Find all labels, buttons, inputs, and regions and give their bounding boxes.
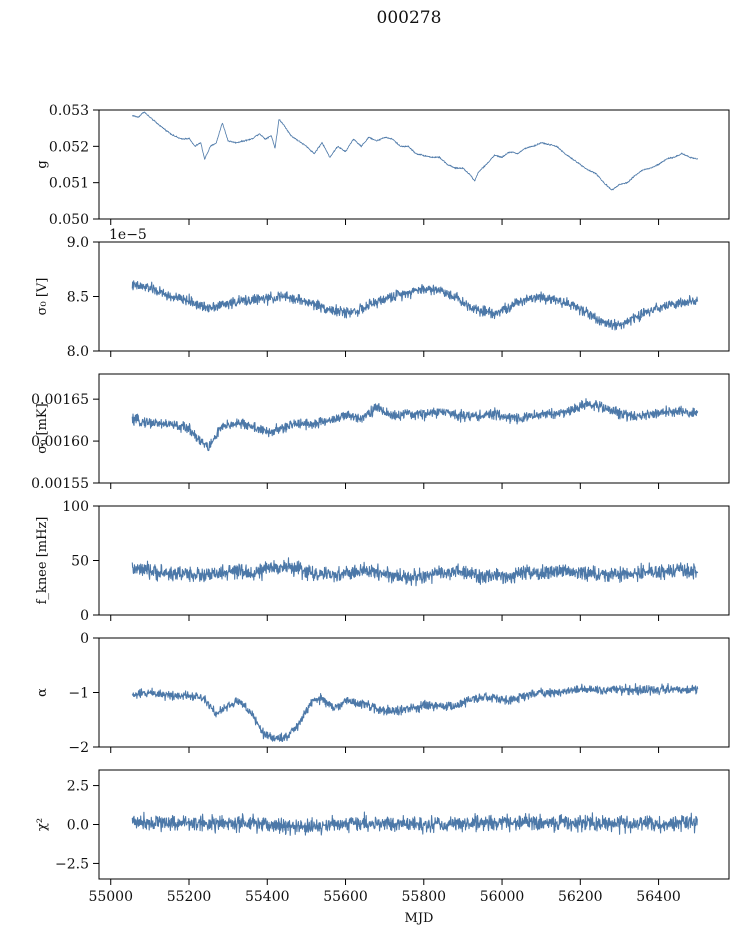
plot-frame (98, 241, 730, 352)
y-tick-label: −2.5 (55, 856, 89, 872)
plot-frame (98, 373, 730, 484)
panel-2: 8.0 8.5 9.0 σ₀ [V] 1e−5 (35, 227, 730, 360)
y-axis-label: σ₀ [mK] (35, 403, 50, 453)
panel-5: −2 −1 0 α (35, 631, 730, 756)
series-line-1 (132, 111, 699, 191)
figure-title: 000278 (377, 8, 442, 28)
series-line-6 (131, 811, 698, 836)
y-tick-label: 0.00155 (31, 476, 89, 492)
y-tick-label: 0 (80, 608, 89, 624)
y-axis-label: σ₀ [V] (35, 278, 50, 316)
panel-6: −2.5 0.0 2.5 55000 55200 55400 55600 55800 56000… (35, 769, 730, 905)
panel-4: 0 50 100 f_knee [mHz] (35, 499, 730, 624)
y-axis-label: α (35, 688, 50, 697)
y-axis-label: f_knee [mHz] (35, 517, 50, 605)
y-tick-label: 8.5 (67, 290, 89, 306)
series-line-4 (131, 557, 699, 587)
series-line-5 (131, 683, 699, 742)
x-tick-label: 55000 (88, 889, 133, 905)
x-tick-label: 56200 (558, 889, 603, 905)
y-axis-label: g (35, 160, 50, 168)
x-tick-label: 56400 (636, 889, 681, 905)
x-tick-label: 55800 (402, 889, 447, 905)
y-tick-label: 50 (71, 554, 89, 570)
y-tick-label: 0.053 (49, 103, 89, 119)
series-line-2 (131, 280, 699, 331)
y-tick-label: 0.051 (49, 176, 89, 192)
y-tick-label: 2.5 (67, 779, 89, 795)
plot-frame (98, 505, 730, 616)
y-tick-label: 0.00160 (31, 434, 89, 450)
plot-frame (98, 109, 730, 220)
series-line-3 (131, 398, 699, 452)
y-tick-label: −1 (68, 686, 89, 702)
y-axis-label: χ² (35, 818, 50, 831)
y-tick-label: 0.0 (67, 818, 89, 834)
panel-1: 0.050 0.051 0.052 0.053 g (35, 103, 730, 228)
y-tick-label: 100 (62, 499, 89, 515)
y-tick-label: 0.052 (49, 139, 89, 155)
y-tick-label: 8.0 (67, 344, 89, 360)
y-tick-label: 0.050 (49, 212, 89, 228)
y-tick-label: 0.00165 (31, 392, 89, 408)
y-tick-label: 9.0 (67, 235, 89, 251)
offset-label: 1e−5 (109, 227, 147, 243)
x-tick-label: 55400 (245, 889, 290, 905)
y-tick-label: 0 (80, 631, 89, 647)
plot-frame (98, 637, 730, 748)
y-tick-label: −2 (68, 740, 89, 756)
x-axis-label: MJD (405, 911, 434, 926)
x-tick-label: 55600 (323, 889, 368, 905)
x-tick-label: 56000 (480, 889, 525, 905)
x-tick-label: 55200 (167, 889, 212, 905)
